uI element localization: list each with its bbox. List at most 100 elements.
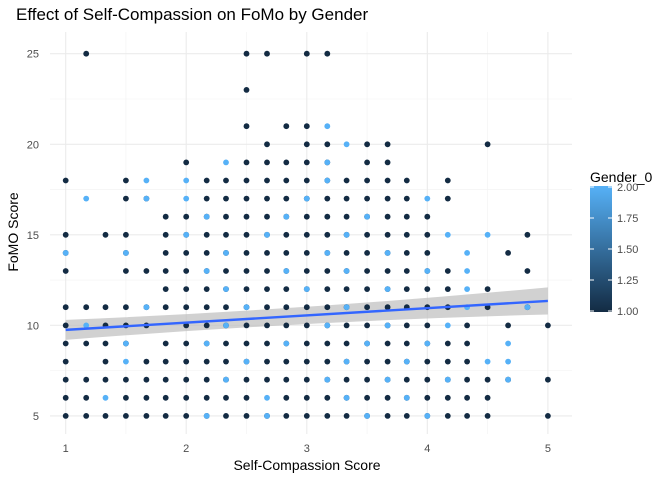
- data-point: [62, 394, 69, 401]
- data-point: [243, 177, 250, 184]
- data-point: [183, 304, 190, 311]
- data-point: [283, 376, 290, 383]
- data-point: [324, 195, 331, 202]
- data-point: [62, 250, 69, 256]
- data-point: [424, 250, 431, 256]
- data-point: [303, 177, 310, 184]
- data-point: [343, 358, 350, 365]
- data-point: [444, 394, 451, 401]
- data-point: [464, 340, 470, 347]
- data-point: [364, 195, 370, 202]
- data-point: [203, 195, 210, 202]
- x-tick-label: 4: [424, 443, 430, 455]
- legend-tick-label: 1.25: [617, 275, 638, 287]
- data-point: [243, 268, 250, 274]
- data-point: [364, 159, 370, 166]
- data-point: [324, 268, 331, 274]
- data-point: [464, 376, 470, 383]
- data-point: [403, 322, 410, 329]
- data-point: [203, 340, 210, 347]
- data-point: [102, 231, 109, 238]
- data-point: [283, 304, 290, 311]
- data-point: [203, 322, 210, 329]
- data-point: [424, 231, 431, 238]
- data-point: [464, 250, 470, 256]
- legend-title: Gender_0: [590, 169, 652, 185]
- data-point: [283, 159, 290, 166]
- data-point: [324, 213, 331, 220]
- data-point: [162, 413, 169, 419]
- data-point: [283, 358, 290, 365]
- data-point: [324, 340, 331, 347]
- data-point: [243, 123, 250, 130]
- data-point: [162, 376, 169, 383]
- data-point: [183, 177, 190, 184]
- data-point: [102, 340, 109, 347]
- data-point: [364, 141, 370, 148]
- regression-line-layer: [65, 299, 548, 332]
- data-point: [403, 177, 410, 184]
- data-point: [102, 304, 109, 311]
- data-point: [303, 141, 310, 148]
- data-point: [123, 250, 129, 256]
- data-point: [203, 286, 210, 292]
- data-point: [102, 413, 109, 419]
- legend-tick-label: 1.00: [617, 306, 638, 318]
- data-point: [223, 286, 229, 292]
- data-point: [364, 213, 370, 220]
- data-point: [545, 413, 551, 419]
- data-point: [223, 304, 229, 311]
- data-point: [484, 376, 491, 383]
- data-point: [102, 376, 109, 383]
- data-point: [62, 231, 69, 238]
- data-point: [83, 50, 90, 57]
- data-point: [83, 304, 90, 311]
- data-point: [264, 304, 270, 311]
- x-tick-label: 3: [304, 443, 310, 455]
- data-point: [223, 250, 229, 256]
- y-tick-label: 20: [27, 139, 39, 151]
- data-point: [283, 250, 290, 256]
- data-point: [403, 376, 410, 383]
- legend-ticks: 2.00 1.75 1.50 1.25 1.00: [590, 182, 638, 318]
- data-point: [283, 123, 290, 130]
- data-point: [303, 159, 310, 166]
- data-point: [464, 286, 470, 292]
- data-point: [364, 358, 370, 365]
- data-point: [162, 286, 169, 292]
- data-point: [343, 394, 350, 401]
- data-point: [264, 286, 270, 292]
- data-point: [223, 268, 229, 274]
- data-point: [384, 304, 391, 311]
- data-point: [324, 250, 331, 256]
- data-point: [384, 268, 391, 274]
- data-point: [424, 286, 431, 292]
- data-point: [343, 213, 350, 220]
- data-point: [283, 195, 290, 202]
- data-point: [183, 213, 190, 220]
- data-point: [243, 394, 250, 401]
- data-point: [243, 286, 250, 292]
- data-point: [83, 376, 90, 383]
- data-point: [424, 340, 431, 347]
- data-point: [123, 177, 129, 184]
- data-point: [303, 286, 310, 292]
- y-axis-title: FoMO Score: [5, 192, 21, 272]
- data-point: [203, 177, 210, 184]
- data-point: [364, 304, 370, 311]
- data-point: [283, 231, 290, 238]
- data-point: [223, 195, 229, 202]
- data-point: [162, 304, 169, 311]
- data-point: [464, 394, 470, 401]
- data-point: [324, 177, 331, 184]
- data-point: [343, 141, 350, 148]
- data-point: [524, 268, 531, 274]
- regression-line: [65, 299, 548, 332]
- data-point: [264, 322, 270, 329]
- data-point: [123, 268, 129, 274]
- data-point: [545, 376, 551, 383]
- data-point: [264, 413, 270, 419]
- data-point: [203, 376, 210, 383]
- data-point: [444, 268, 451, 274]
- data-point: [324, 123, 331, 130]
